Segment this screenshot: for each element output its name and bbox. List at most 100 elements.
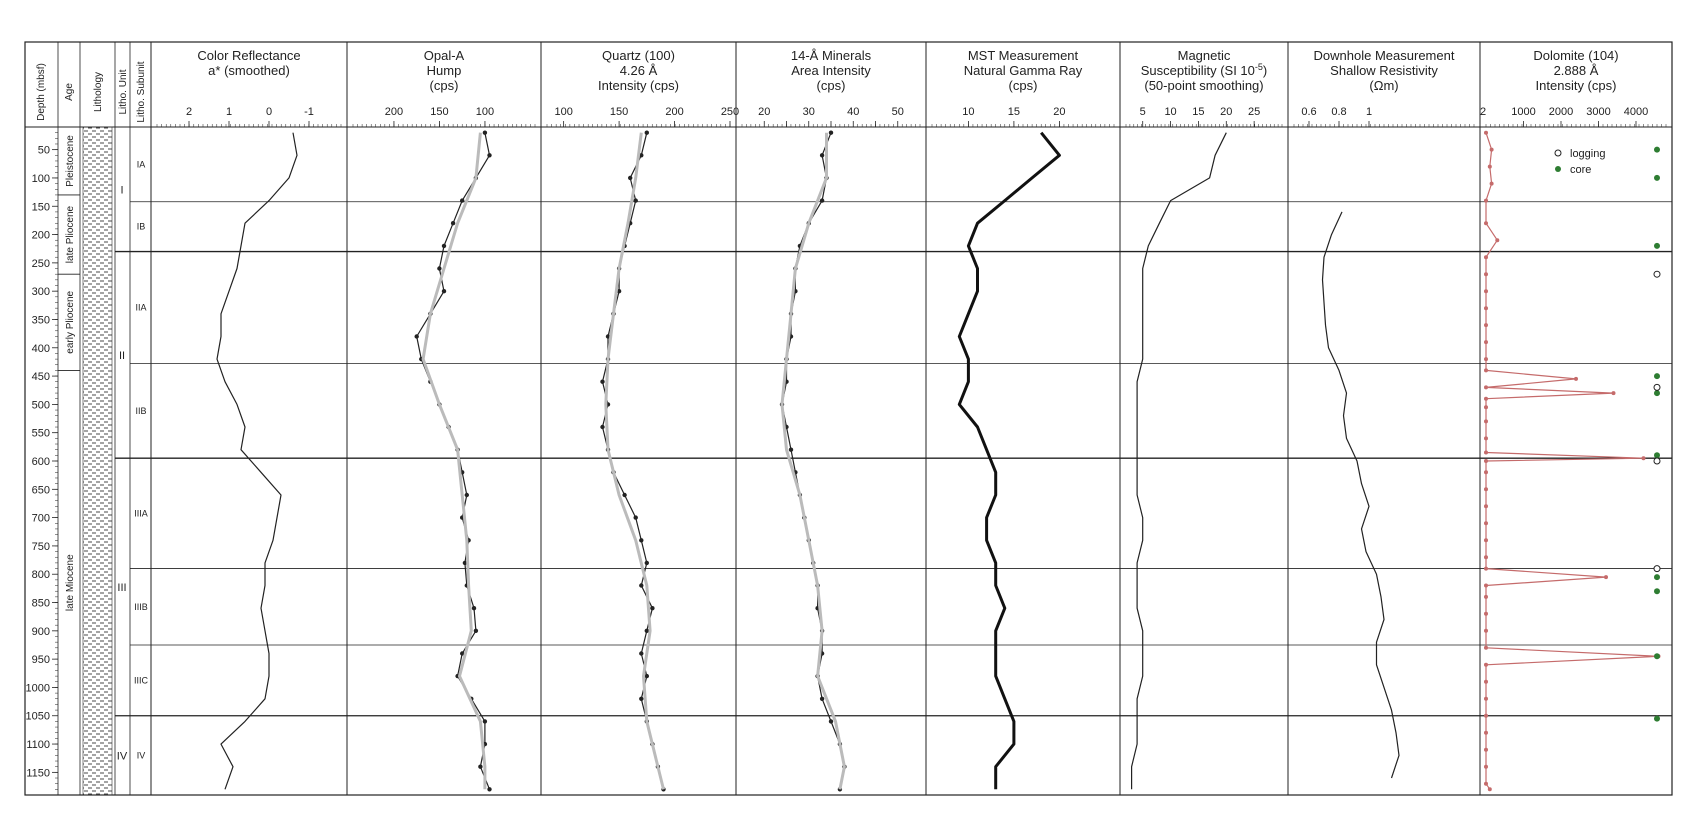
data-point (1484, 340, 1488, 345)
depth-tick-label: 300 (32, 286, 50, 298)
title-tail: ) (1263, 63, 1267, 78)
core-marker (1654, 242, 1660, 249)
core-marker (1654, 715, 1660, 722)
panel-title: (50-point smoothing) (1144, 78, 1263, 93)
x-tick-label: 30 (803, 106, 815, 118)
age-label: late Pliocene (65, 205, 76, 263)
logging-marker (1653, 383, 1661, 391)
x-tick-label: 200 (665, 106, 683, 118)
x-tick-label: 5 (1140, 106, 1146, 118)
data-point (1484, 436, 1488, 441)
data-point (1484, 538, 1488, 543)
data-point (1484, 130, 1488, 135)
title-superscript: -5 (1255, 62, 1263, 72)
core-marker (1654, 574, 1660, 581)
legend-marker (1554, 149, 1562, 157)
figure-frame (24, 41, 1673, 796)
data-point (1484, 396, 1488, 401)
panel-title: 2.888 Å (1554, 63, 1599, 78)
logging-marker (1653, 457, 1661, 465)
data-point (819, 198, 825, 203)
data-point (1484, 255, 1488, 260)
depth-tick-label: 900 (32, 626, 50, 638)
data-point (1604, 575, 1608, 580)
core-marker (1654, 174, 1660, 181)
data-point (828, 130, 834, 135)
depth-tick-label: 50 (38, 145, 50, 157)
data-point (1487, 787, 1492, 792)
x-tick-label: 1 (1366, 106, 1372, 118)
data-point (628, 175, 633, 181)
depth-tick-label: 1050 (26, 711, 50, 723)
data-point (460, 198, 465, 203)
data-point (462, 560, 468, 566)
data-point (1574, 376, 1578, 381)
x-tick-label: 1000 (1511, 106, 1535, 118)
series-line (1130, 132, 1227, 790)
x-tick-label: 40 (847, 106, 859, 118)
data-point (1484, 459, 1488, 463)
subunit-label: IV (137, 750, 146, 760)
depth-tick-label: 100 (32, 173, 50, 185)
x-tick-label: 0.8 (1331, 106, 1346, 118)
subunit-label: IIB (135, 406, 146, 416)
subunit-column-header: Litho. Subunit (136, 61, 147, 122)
unit-column-header: Litho. Unit (118, 69, 129, 114)
panel-title: a* (smoothed) (208, 63, 290, 78)
data-point (639, 583, 644, 588)
data-point (650, 606, 655, 611)
data-point (644, 560, 649, 566)
data-point (1484, 645, 1488, 650)
core-marker (1654, 588, 1660, 595)
data-point (633, 198, 638, 203)
data-point (1484, 405, 1488, 410)
data-point (633, 515, 638, 520)
data-point (471, 606, 477, 611)
data-point (1484, 747, 1488, 752)
data-point (1484, 555, 1488, 560)
subunit-label: IIIC (134, 675, 149, 685)
data-point (644, 673, 649, 679)
panel-title: (cps) (430, 78, 459, 93)
data-point (644, 628, 649, 633)
x-tick-label: -1 (304, 106, 314, 118)
data-point (482, 719, 488, 724)
x-tick-label: 150 (610, 106, 628, 118)
data-point (1641, 456, 1646, 461)
age-label: late Miocene (65, 554, 76, 611)
panel-title: 14-Å Minerals (791, 48, 872, 63)
data-point (464, 492, 469, 498)
data-point (482, 130, 488, 135)
depth-tick-label: 750 (32, 541, 50, 553)
x-tick-label: 150 (430, 106, 448, 118)
core-marker (1654, 146, 1660, 153)
series-line (1321, 211, 1400, 779)
lithology-pattern (82, 126, 113, 796)
subunit-label: IIIB (134, 602, 148, 612)
data-point (1484, 323, 1488, 328)
data-point (1484, 521, 1488, 526)
data-point (1484, 272, 1488, 277)
x-tick-label: 15 (1008, 106, 1020, 118)
x-tick-label: 2 (1480, 106, 1486, 118)
data-point (819, 153, 825, 158)
data-point (1484, 566, 1488, 571)
depth-tick-label: 650 (32, 484, 50, 496)
data-point (1489, 147, 1494, 152)
core-marker (1654, 390, 1660, 397)
data-point (1484, 487, 1488, 492)
panel-title: Area Intensity (791, 63, 871, 78)
series-line (604, 132, 665, 790)
data-point (644, 130, 649, 135)
panel-title: Hump (427, 63, 462, 78)
core-marker (1654, 373, 1660, 380)
data-point (1484, 385, 1488, 390)
x-tick-label: 0.6 (1301, 106, 1316, 118)
age-label: early Pliocene (65, 290, 76, 353)
data-point (616, 289, 622, 294)
